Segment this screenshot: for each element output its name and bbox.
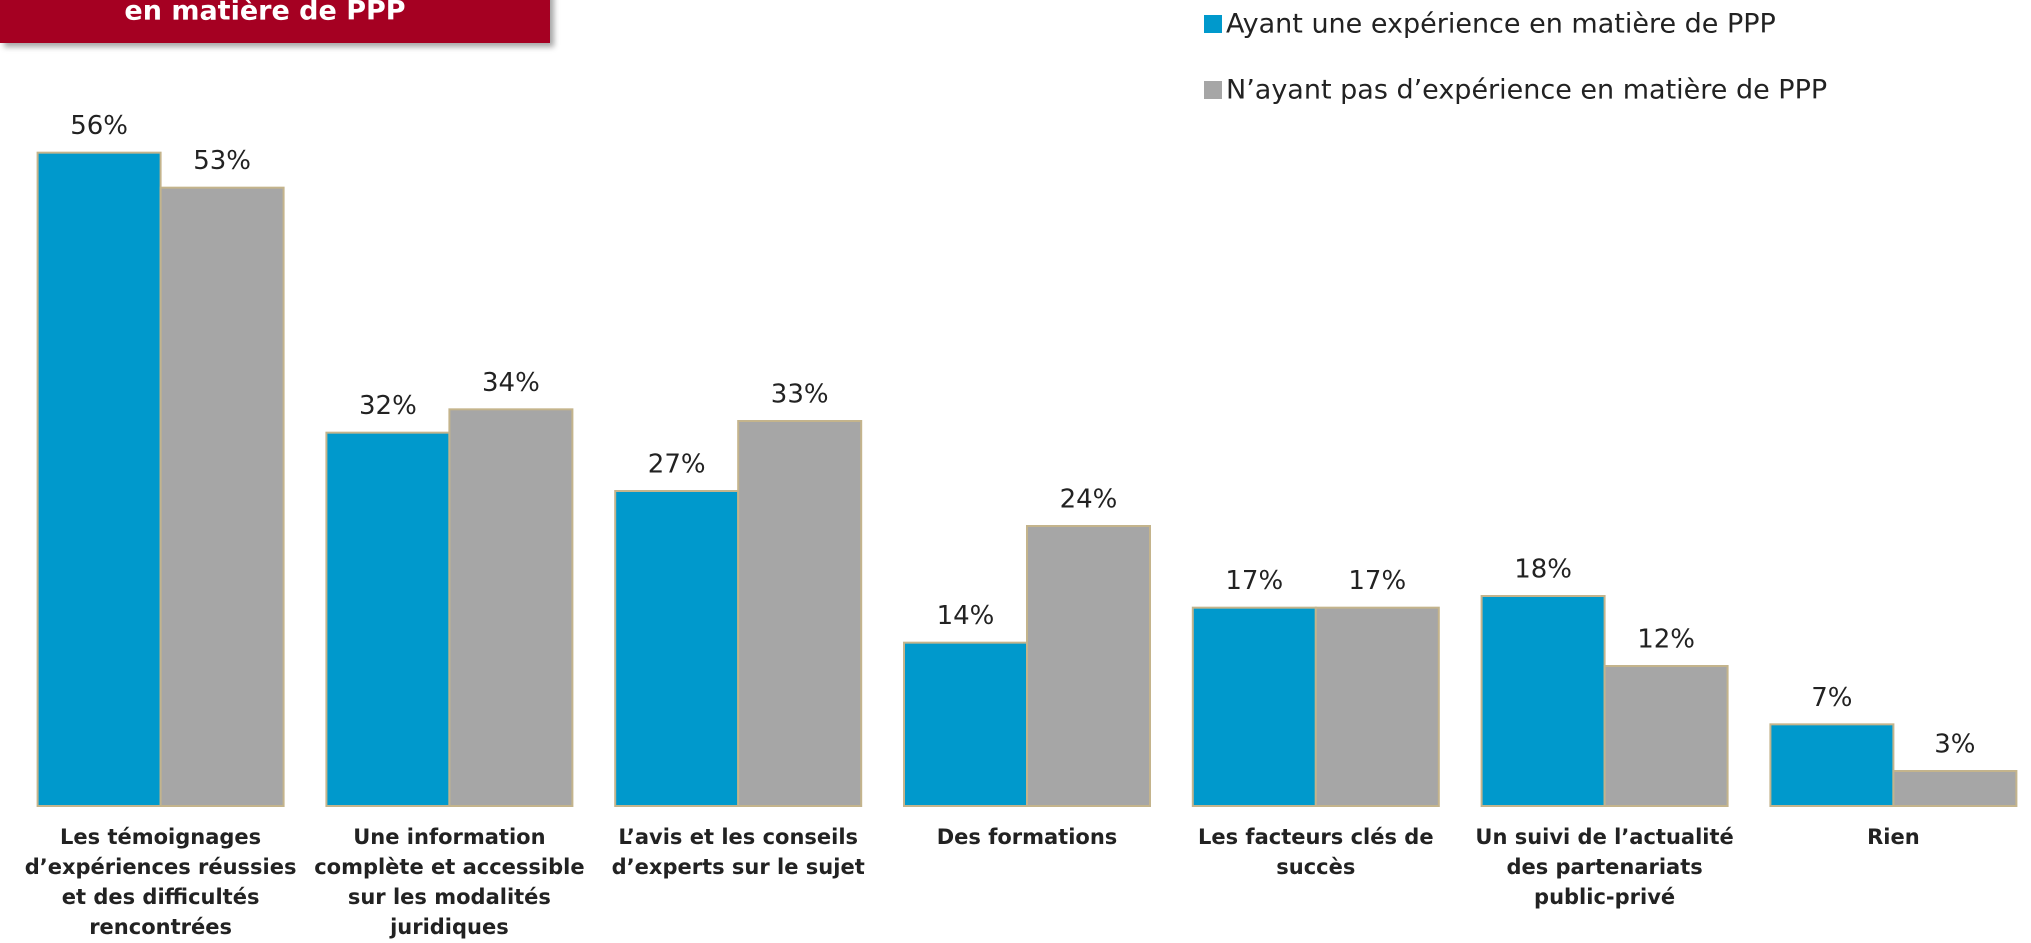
bar xyxy=(1480,595,1606,807)
x-tick-label: Une information complète et accessible sur… xyxy=(314,825,584,939)
value-label: 32% xyxy=(359,391,417,421)
value-label: 7% xyxy=(1811,683,1852,713)
bar xyxy=(1892,770,2018,807)
bar xyxy=(737,420,863,807)
value-label: 24% xyxy=(1060,485,1118,515)
value-label: 12% xyxy=(1637,625,1695,655)
legend-swatch xyxy=(1204,81,1222,99)
bar xyxy=(903,641,1028,808)
bar xyxy=(325,431,451,807)
bar xyxy=(1769,723,1895,807)
bar xyxy=(1026,525,1151,807)
chart-title: en matière de PPP xyxy=(124,0,405,27)
bar xyxy=(36,151,162,807)
value-label: 17% xyxy=(1348,566,1406,596)
bar xyxy=(614,490,740,807)
value-label: 17% xyxy=(1225,566,1283,596)
x-tick-label: Rien xyxy=(1867,825,1920,849)
title-banner xyxy=(0,0,550,43)
bar xyxy=(1603,665,1729,807)
value-label: 14% xyxy=(937,601,995,631)
bar xyxy=(1191,606,1317,808)
value-label: 56% xyxy=(70,111,128,141)
value-label: 33% xyxy=(771,380,829,410)
value-label: 53% xyxy=(193,146,251,176)
value-label: 34% xyxy=(482,368,540,398)
bar xyxy=(159,186,285,807)
x-tick-label: Des formations xyxy=(937,825,1118,849)
legend-swatch xyxy=(1204,15,1222,33)
value-label: 3% xyxy=(1934,730,1975,760)
x-tick-label: L’avis et les conseils d’experts sur le s… xyxy=(612,825,865,879)
bar xyxy=(448,408,574,807)
x-tick-label: Un suivi de l’actualité des partenariats p… xyxy=(1475,825,1733,909)
legend-label: N’ayant pas d’expérience en matière de P… xyxy=(1226,75,1827,106)
value-label: 18% xyxy=(1514,555,1572,585)
bar xyxy=(1314,606,1440,808)
legend-label: Ayant une expérience en matière de PPP xyxy=(1226,9,1776,40)
x-tick-label: Les facteurs clés de succès xyxy=(1198,825,1434,879)
value-label: 27% xyxy=(648,450,706,480)
x-tick-label: Les témoignages d’expériences réussies et … xyxy=(25,825,297,939)
